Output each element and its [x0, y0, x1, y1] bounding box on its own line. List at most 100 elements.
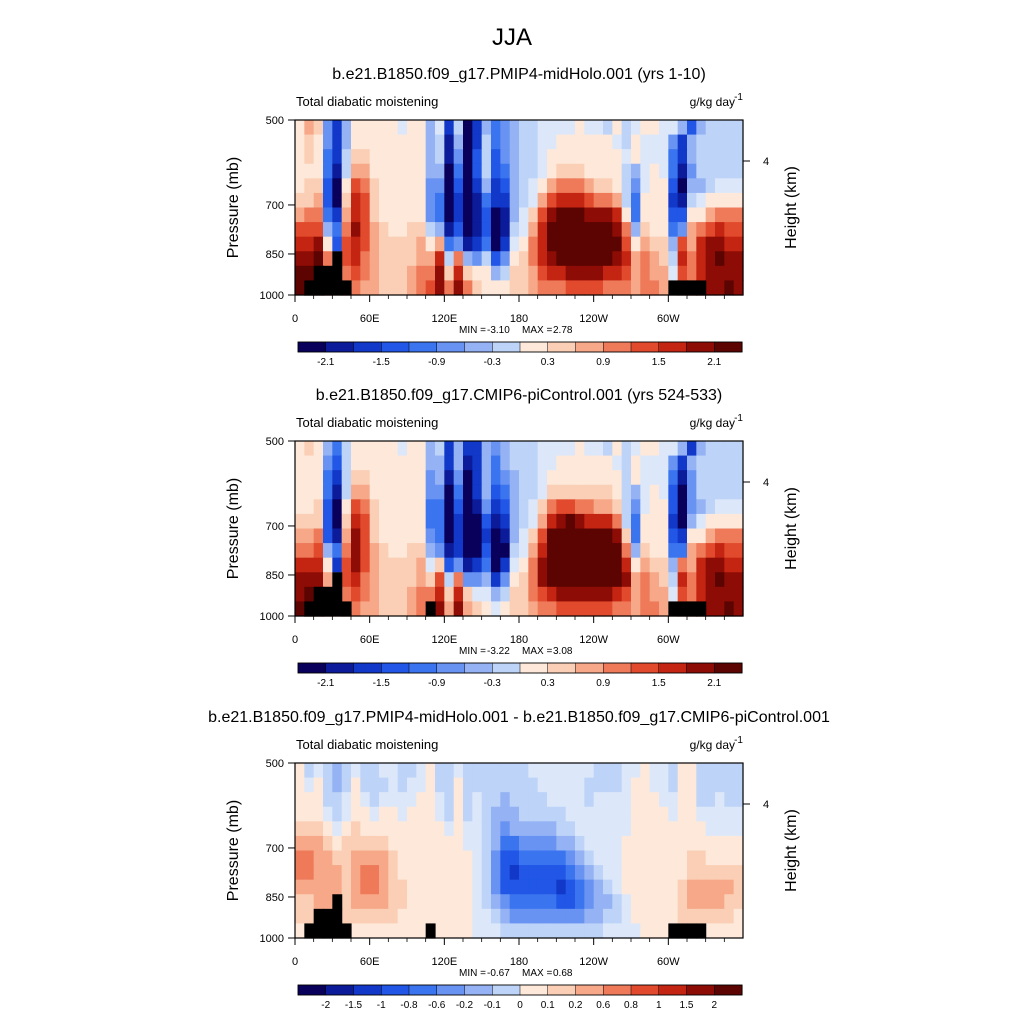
heatmap-cell	[379, 763, 389, 779]
heatmap-cell	[481, 557, 492, 573]
heatmap-cell	[696, 499, 707, 515]
colorbar-label: -0.3	[484, 357, 502, 368]
y-tick-label: 1000	[260, 933, 284, 945]
heatmap-cell	[304, 763, 315, 779]
heatmap-cell	[407, 835, 417, 852]
heatmap-cell	[668, 835, 679, 852]
heatmap-cell	[444, 163, 455, 179]
heatmap-cell	[435, 222, 445, 238]
heatmap-cell	[687, 586, 697, 603]
heatmap-cell	[621, 806, 632, 822]
heatmap-cell	[705, 894, 716, 910]
colorbar-swatch	[381, 341, 410, 353]
heatmap-cell	[407, 601, 417, 617]
heatmap-cell	[547, 908, 557, 925]
heatmap-cell	[360, 586, 371, 603]
heatmap-cell	[547, 280, 557, 296]
heatmap-cell	[407, 149, 417, 165]
heatmap-cell	[724, 835, 735, 852]
heatmap-cell	[575, 513, 585, 530]
heatmap-cell	[416, 222, 427, 238]
heatmap-cell	[687, 207, 697, 223]
heatmap-cell	[360, 601, 371, 617]
heatmap-cell	[360, 455, 371, 471]
heatmap-cell	[425, 499, 436, 515]
heatmap-cell	[407, 280, 417, 296]
colorbar-swatch	[436, 662, 466, 674]
heatmap-cell	[668, 806, 679, 822]
heatmap-cell	[332, 192, 343, 209]
heatmap-cell	[649, 484, 660, 500]
x-tick-label: 120E	[431, 634, 457, 646]
heatmap-cell	[351, 236, 361, 252]
heatmap-cell	[565, 865, 576, 881]
heatmap-cell	[621, 120, 632, 136]
heatmap-cell	[509, 806, 520, 822]
heatmap-cell	[612, 178, 623, 194]
colorbar-swatch	[492, 341, 521, 353]
colorbar-label: -2.1	[317, 678, 335, 689]
heatmap-cell	[360, 821, 371, 837]
colorbar-swatch	[325, 341, 355, 353]
heatmap-cell	[397, 528, 408, 544]
heatmap-cell	[509, 499, 520, 515]
heatmap-cell	[649, 850, 660, 866]
heatmap-cell	[537, 528, 548, 544]
heatmap-cell	[323, 178, 333, 194]
panel-title: b.e21.B1850.f09_g17.PMIP4-midHolo.001 (y…	[332, 66, 706, 83]
heatmap-cell	[379, 484, 389, 500]
units-label: g/kg day	[690, 95, 735, 109]
heatmap-cell	[519, 178, 529, 194]
heatmap-cell	[528, 586, 539, 603]
heatmap-cell	[584, 792, 595, 808]
heatmap-cell	[453, 134, 464, 150]
heatmap-cell	[425, 879, 436, 895]
heatmap-cell	[397, 280, 408, 296]
heatmap-cell	[379, 865, 389, 881]
heatmap-cell	[304, 557, 315, 573]
colorbar-label: 2.1	[707, 678, 721, 689]
heatmap-cell	[360, 777, 371, 793]
heatmap-cell	[416, 163, 427, 179]
heatmap-cell	[481, 835, 492, 852]
heatmap-cell	[304, 513, 315, 530]
heatmap-cell	[687, 821, 697, 837]
heatmap-cell	[668, 879, 679, 895]
heatmap-cell	[351, 777, 361, 793]
heatmap-cell	[649, 207, 660, 223]
heatmap-cell	[369, 207, 380, 223]
heatmap-cell	[537, 251, 548, 267]
heatmap-cell	[537, 601, 548, 617]
heatmap-cell	[491, 236, 501, 252]
units-exponent: -1	[734, 413, 743, 424]
topography-mask-cell	[696, 280, 707, 296]
colorbar-frame	[297, 662, 743, 674]
heatmap-cell	[407, 821, 417, 837]
heatmap-cell	[509, 120, 520, 136]
heatmap-cell	[631, 222, 641, 238]
heatmap-cell	[547, 835, 557, 852]
heatmap-cell	[379, 543, 389, 559]
heatmap-cell	[649, 528, 660, 544]
heatmap-cell	[341, 572, 352, 588]
heatmap-cell	[724, 441, 735, 457]
heatmap-cell	[360, 850, 371, 866]
heatmap-cell	[659, 280, 669, 296]
heatmap-cell	[668, 528, 679, 544]
heatmap-cell	[659, 601, 669, 617]
heatmap-cell	[519, 499, 529, 515]
heatmap-cell	[323, 865, 333, 881]
heatmap-cell	[584, 441, 595, 457]
heatmap-cell	[649, 879, 660, 895]
heatmap-cell	[444, 222, 455, 238]
heatmap-cell	[668, 192, 679, 209]
heatmap-cell	[631, 499, 641, 515]
y-tick-label: 500	[266, 436, 284, 448]
heatmap-cell	[341, 908, 352, 925]
heatmap-cell	[295, 601, 305, 617]
heatmap-cell	[351, 894, 361, 910]
heatmap-cell	[435, 236, 445, 252]
heatmap-cell	[724, 557, 735, 573]
heatmap-cell	[696, 528, 707, 544]
heatmap-cell	[463, 850, 473, 866]
